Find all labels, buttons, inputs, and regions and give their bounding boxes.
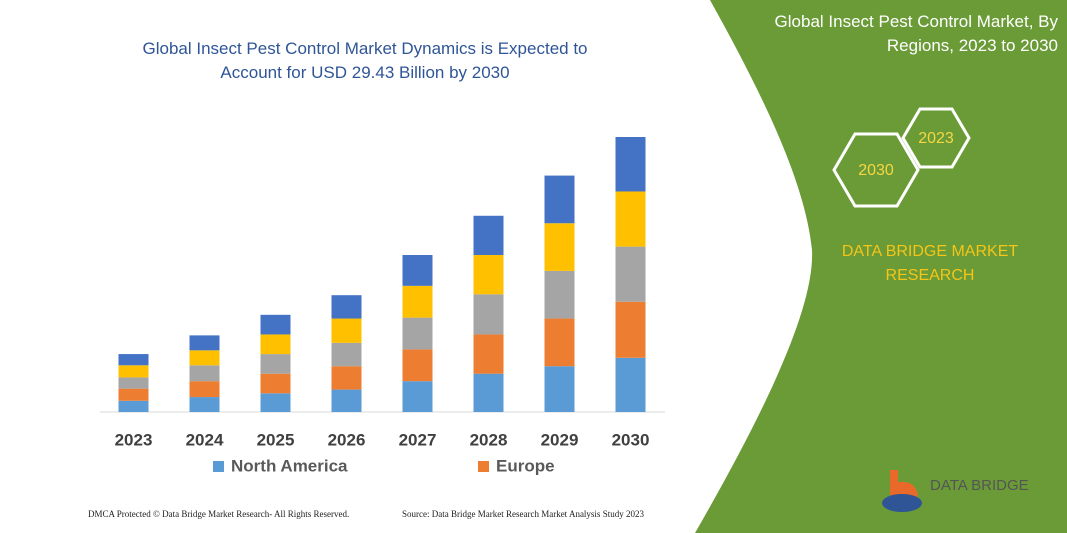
hexagon [832, 132, 920, 208]
bar-segment [473, 373, 504, 412]
bar-segment [118, 365, 149, 378]
bar-segment [331, 295, 362, 319]
bar-segment [260, 393, 291, 412]
footer-right: Source: Data Bridge Market Research Mark… [402, 509, 644, 519]
chart-title: Global Insect Pest Control Market Dynami… [142, 39, 588, 82]
x-tick-label: 2030 [612, 430, 650, 449]
bar-segment [473, 294, 504, 335]
bar-segment [544, 175, 575, 224]
bar-segment [544, 318, 575, 367]
bar-segment [189, 381, 220, 398]
hexagon [901, 107, 971, 169]
bar-segment [331, 389, 362, 412]
brand-text: DATA BRIDGE MARKET RESEARCH [841, 243, 1019, 284]
bar-segment [331, 342, 362, 367]
bar-segment [402, 255, 433, 286]
bar-segment [615, 301, 646, 358]
legend-swatch [213, 461, 224, 472]
x-tick-label: 2028 [470, 430, 508, 449]
legend-swatch [478, 461, 489, 472]
bar-segment [615, 191, 646, 247]
bar-segment [189, 335, 220, 351]
bar-segment [473, 334, 504, 374]
bar-segment [260, 334, 291, 355]
bar-segment [402, 381, 433, 412]
x-tick-label: 2023 [115, 430, 153, 449]
bar-segment [118, 388, 149, 401]
bar-segment [260, 354, 291, 374]
legend-label: North America [231, 456, 348, 475]
bar-segment [118, 354, 149, 366]
bar-segment [331, 366, 362, 390]
bar-segment [473, 215, 504, 256]
bar-segment [402, 317, 433, 350]
footer-left: DMCA Protected © Data Bridge Market Rese… [88, 509, 349, 519]
bar-segment [402, 349, 433, 382]
x-tick-label: 2024 [186, 430, 224, 449]
bar-segment [118, 377, 149, 389]
bar-segment [402, 285, 433, 318]
bar-segment [189, 397, 220, 412]
bar-segment [189, 350, 220, 366]
logo-text: DATA BRIDGE [930, 477, 1029, 494]
green-panel [695, 0, 1067, 533]
bar-segment [615, 246, 646, 302]
bar-segment [544, 223, 575, 271]
bar-segment [544, 366, 575, 412]
bar-segment [118, 400, 149, 412]
bar-segment [189, 365, 220, 382]
hexagon-label: 2023 [918, 130, 954, 147]
x-tick-label: 2026 [328, 430, 366, 449]
logo-icon [882, 494, 922, 512]
bar-segment [615, 357, 646, 412]
panel-title: Global Insect Pest Control Market, By Re… [774, 12, 1058, 55]
x-tick-label: 2027 [399, 430, 437, 449]
x-tick-label: 2029 [541, 430, 579, 449]
hexagon-label: 2030 [858, 162, 894, 179]
bar-segment [331, 318, 362, 343]
bar-segment [260, 373, 291, 394]
bar-segment [544, 270, 575, 319]
bar-segment [615, 137, 646, 192]
bar-segment [473, 255, 504, 295]
legend-label: Europe [496, 456, 555, 475]
bar-segment [260, 314, 291, 335]
x-tick-label: 2025 [257, 430, 295, 449]
